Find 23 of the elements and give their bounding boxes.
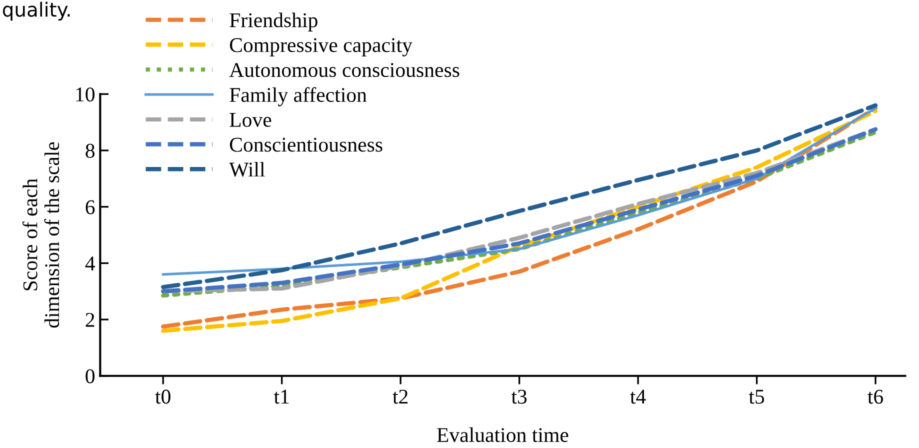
y-tick-label: 6 <box>86 200 95 214</box>
legend-label: Will <box>229 162 265 177</box>
y-tick-label: 8 <box>86 144 95 158</box>
x-tick-label: t5 <box>748 390 764 404</box>
x-tick-label: t1 <box>274 390 289 404</box>
y-tick-label: 2 <box>86 312 94 327</box>
legend-label: Autonomous consciousness <box>229 63 460 78</box>
y-tick-label: 4 <box>85 256 95 270</box>
x-tick-label: t4 <box>630 390 646 404</box>
x-tick-label: t3 <box>511 390 527 404</box>
legend-label: Compressive capacity <box>230 38 412 56</box>
x-tick-label: t2 <box>392 390 408 404</box>
legend-label: Love <box>230 113 272 127</box>
y-axis-title: Score of each dimension of the scale <box>22 142 60 328</box>
legend-label: Friendship <box>230 12 318 32</box>
text: quality. <box>2 2 70 21</box>
legend-label: Conscientiousness <box>230 138 382 152</box>
y-tick-label: 0 <box>86 369 95 384</box>
x-axis-title: Evaluation time <box>437 427 568 442</box>
x-tick-label: t6 <box>868 390 884 404</box>
x-tick-label: t0 <box>155 390 170 404</box>
legend-label: Family affection <box>230 87 367 106</box>
y-tick-label: 10 <box>76 87 95 102</box>
